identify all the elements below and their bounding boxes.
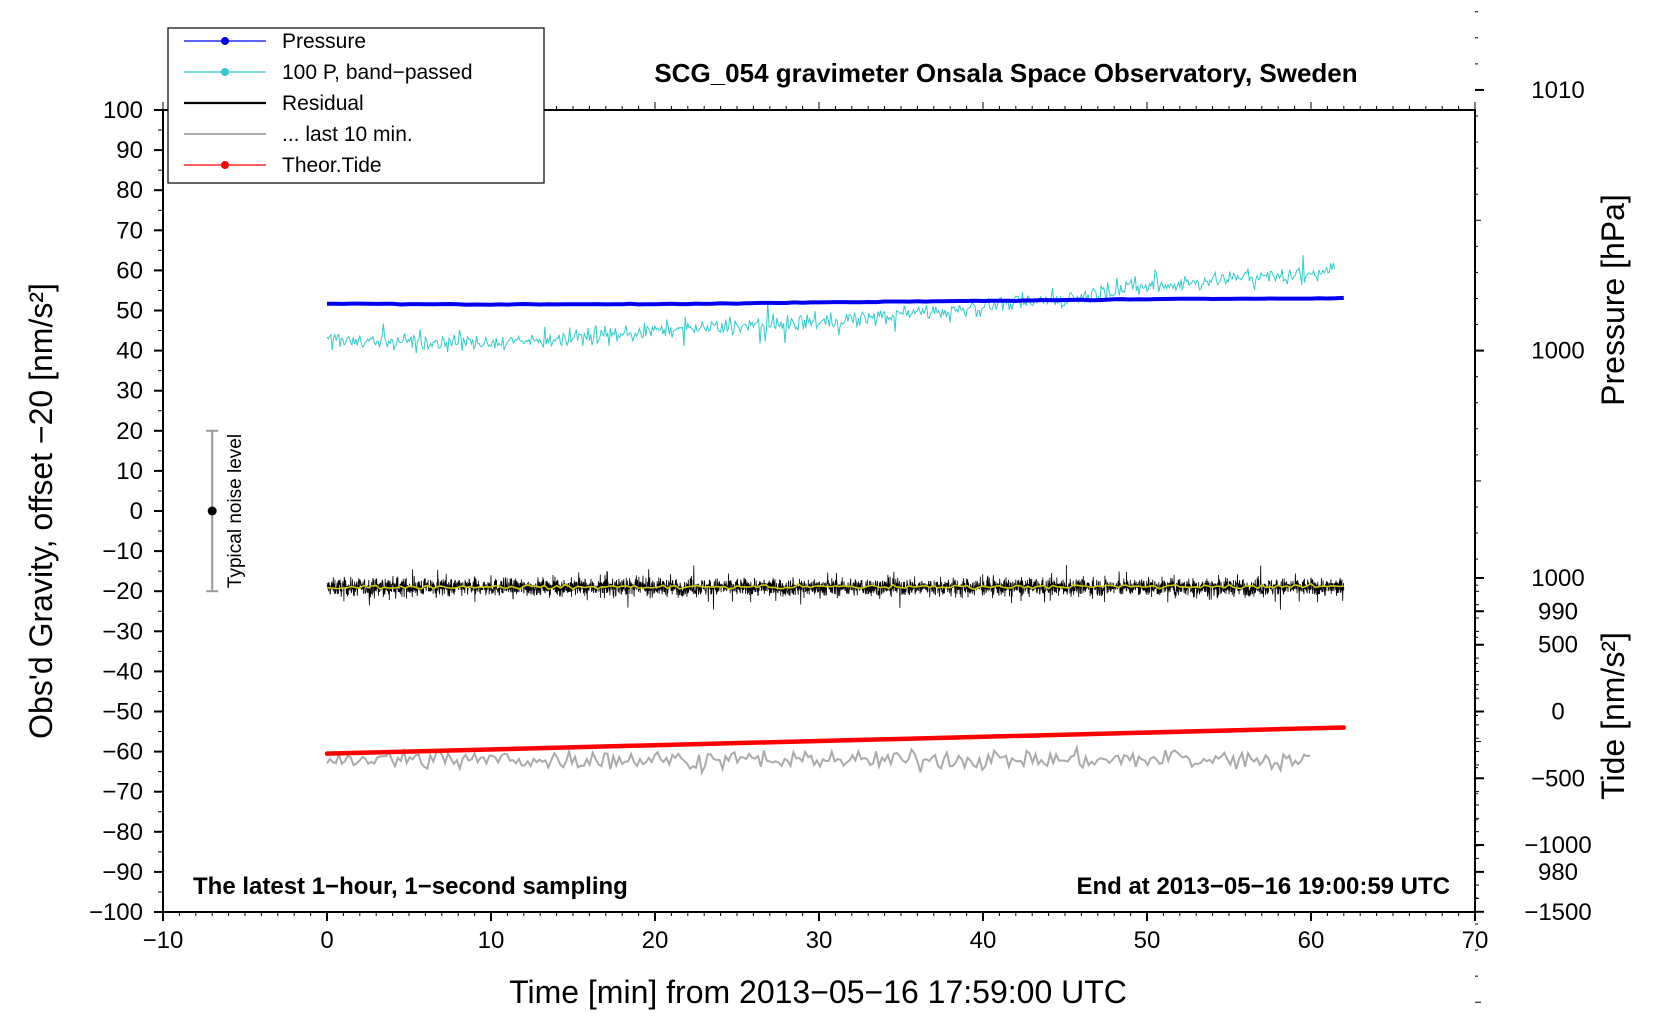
y-axis-left-title: Obs'd Gravity, offset −20 [nm/s²] — [23, 283, 59, 739]
annotation-sampling: The latest 1−hour, 1−second sampling — [193, 873, 628, 900]
y-left-tick-label: 80 — [116, 177, 143, 204]
legend-label: Pressure — [282, 30, 366, 53]
legend-label: 100 P, band−passed — [282, 61, 473, 84]
annotation-end-time: End at 2013−05−16 19:00:59 UTC — [1076, 873, 1450, 900]
axis-ticks: −10 0 10 20 30 40 50 60 701009080706050403020100… — [89, 11, 1592, 1003]
noise-bar-center — [207, 506, 217, 516]
x-tick-label: 40 — [970, 927, 997, 954]
noise-level-indicator: Typical noise level — [206, 429, 246, 593]
legend-marker — [221, 68, 229, 76]
y-left-tick-label: −80 — [102, 819, 143, 846]
x-axis-title: Time [min] from 2013−05−16 17:59:00 UTC — [509, 974, 1127, 1010]
y-left-tick-label: 30 — [116, 378, 143, 405]
y-left-tick-label: −60 — [102, 739, 143, 766]
series-theor-tide — [324, 725, 1347, 756]
tide-tick-label: 500 — [1538, 632, 1578, 659]
tide-tick-label: −500 — [1531, 765, 1585, 792]
legend: Pressure 100 P, band−passed Residual ... la… — [167, 27, 545, 184]
series-residual-smoothed — [326, 582, 1344, 591]
legend-marker — [221, 161, 229, 169]
y-left-tick-label: −70 — [102, 779, 143, 806]
y-left-tick-label: −10 — [102, 538, 143, 565]
x-tick-label: 30 — [806, 927, 833, 954]
y-left-tick-label: 10 — [116, 458, 143, 485]
y-left-tick-label: 100 — [103, 97, 143, 124]
tide-tick-label: −1000 — [1524, 832, 1591, 859]
y-left-tick-label: −30 — [102, 618, 143, 645]
pressure-tick-label: 980 — [1538, 859, 1578, 886]
series-last-10-min — [326, 743, 1311, 776]
y-left-tick-label: −20 — [102, 578, 143, 605]
pressure-tick-label: 1010 — [1531, 77, 1584, 104]
x-tick-label: 0 — [320, 927, 333, 954]
x-tick-label: −10 — [143, 927, 184, 954]
y-left-tick-label: 70 — [116, 217, 143, 244]
x-tick-label: 60 — [1298, 927, 1325, 954]
pressure-tick-label: 1000 — [1531, 338, 1584, 365]
pressure-tick-label: 990 — [1538, 598, 1578, 625]
y-left-tick-label: 60 — [116, 257, 143, 284]
y-left-tick-label: −50 — [102, 699, 143, 726]
y-axis-pressure-title: Pressure [hPa] — [1595, 194, 1631, 406]
y-axis-tide-title: Tide [nm/s²] — [1595, 632, 1631, 800]
series-residual — [326, 565, 1345, 610]
tide-tick-label: −1500 — [1524, 899, 1591, 926]
series-pressure — [326, 295, 1344, 307]
legend-label: Theor.Tide — [282, 154, 382, 177]
y-left-tick-label: 50 — [116, 298, 143, 325]
y-left-tick-label: −100 — [89, 899, 143, 926]
y-left-tick-label: −40 — [102, 658, 143, 685]
y-left-tick-label: 20 — [116, 418, 143, 445]
legend-marker — [221, 37, 229, 45]
chart-title: SCG_054 gravimeter Onsala Space Observat… — [654, 58, 1357, 88]
y-left-tick-label: −90 — [102, 859, 143, 886]
y-left-tick-label: 90 — [116, 137, 143, 164]
legend-label: ... last 10 min. — [282, 123, 413, 146]
series-band-passed — [326, 255, 1336, 354]
tide-tick-label: 1000 — [1531, 565, 1584, 592]
legend-label: Residual — [282, 92, 364, 115]
x-tick-label: 50 — [1134, 927, 1161, 954]
data-series — [324, 255, 1347, 776]
x-tick-label: 20 — [642, 927, 669, 954]
x-tick-label: 10 — [478, 927, 505, 954]
tide-tick-label: 0 — [1551, 699, 1564, 726]
y-left-tick-label: 0 — [130, 498, 143, 525]
noise-level-label: Typical noise level — [225, 434, 246, 588]
y-left-tick-label: 40 — [116, 338, 143, 365]
legend-box — [167, 27, 545, 184]
x-tick-label: 70 — [1462, 927, 1489, 954]
